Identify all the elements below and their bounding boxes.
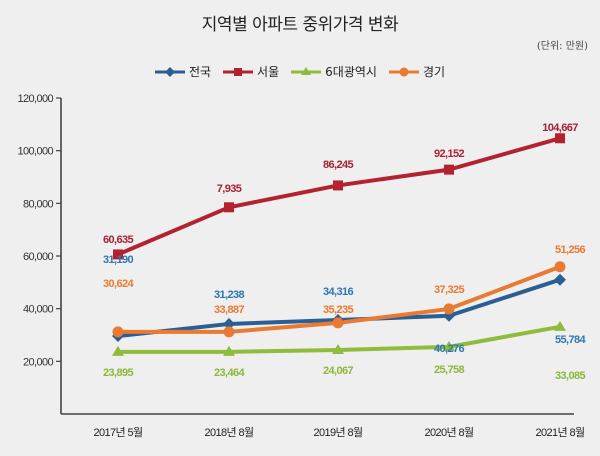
data-point-3-3 (443, 303, 455, 315)
data-point-1-2 (333, 180, 343, 191)
data-label: 92,152 (434, 148, 465, 160)
data-label: 31,190 (103, 254, 134, 266)
data-label: 35,235 (323, 304, 354, 316)
data-point-1-4 (555, 133, 565, 144)
data-point-1-3 (444, 164, 454, 175)
x-tick-label: 2018년 8월 (204, 426, 254, 439)
legend-item: 6대광역시 (291, 63, 377, 80)
data-point-3-0 (112, 326, 124, 338)
data-label: 30,624 (103, 278, 135, 290)
legend: 전국 서울 6대광역시 경기 (0, 63, 600, 80)
y-tick-label: 100,000 (17, 146, 53, 158)
y-tick-label: 120,000 (17, 93, 53, 105)
data-point-0-1 (223, 317, 235, 330)
x-tick-label: 2019년 8월 (313, 426, 363, 439)
data-label: 7,935 (217, 183, 242, 195)
chart-title: 지역별 아파트 중위가격 변화 (201, 15, 399, 35)
data-label: 23,464 (214, 367, 246, 379)
legend-swatch-icon (154, 66, 185, 77)
y-tick-label: 80,000 (23, 198, 54, 210)
data-point-2-0 (112, 345, 124, 356)
data-label: 37,325 (434, 284, 465, 296)
legend-swatch-icon (388, 67, 419, 76)
legend-item: 서울 (223, 63, 279, 80)
data-label: 34,316 (323, 286, 354, 298)
legend-label: 6대광역시 (325, 65, 377, 79)
legend-item: 전국 (154, 63, 212, 80)
data-point-3-1 (223, 326, 235, 338)
data-point-2-4 (554, 320, 566, 331)
y-tick-label: 60,000 (23, 251, 54, 263)
data-label: 25,758 (434, 364, 465, 376)
legend-swatch-icon (223, 67, 254, 76)
series-line-1 (117, 136, 561, 257)
data-point-1-1 (224, 202, 234, 213)
data-point-3-4 (554, 261, 566, 273)
data-point-2-2 (332, 344, 344, 355)
x-tick-label: 2021년 8월 (535, 426, 585, 439)
data-label: 51,256 (555, 244, 586, 256)
data-point-0-4 (554, 273, 566, 286)
data-label: 31,238 (214, 289, 245, 301)
data-label: 33,085 (555, 370, 586, 382)
data-point-3-2 (332, 317, 344, 329)
legend-label: 경기 (422, 65, 446, 79)
data-point-1-0 (113, 249, 123, 260)
x-tick-label: 2017년 5월 (93, 426, 143, 439)
data-point-2-3 (443, 340, 455, 351)
data-point-2-1 (223, 345, 235, 356)
data-label: 23,895 (103, 367, 134, 379)
data-label: 86,245 (323, 159, 354, 171)
legend-item: 경기 (388, 63, 446, 80)
legend-swatch-icon (291, 66, 322, 75)
data-label: 24,067 (323, 365, 354, 377)
x-tick-label: 2020년 8월 (424, 426, 474, 439)
data-label: 104,667 (542, 122, 578, 134)
data-label: 40,276 (434, 343, 465, 355)
unit-note: (단위: 만원) (536, 41, 588, 52)
y-tick-label: 40,000 (23, 304, 54, 316)
legend-label: 전국 (188, 65, 212, 79)
data-label: 55,784 (555, 334, 587, 346)
data-label: 33,887 (214, 304, 245, 316)
data-label: 60,635 (103, 234, 134, 246)
y-tick-label: 20,000 (23, 356, 54, 368)
legend-label: 서울 (257, 65, 280, 79)
